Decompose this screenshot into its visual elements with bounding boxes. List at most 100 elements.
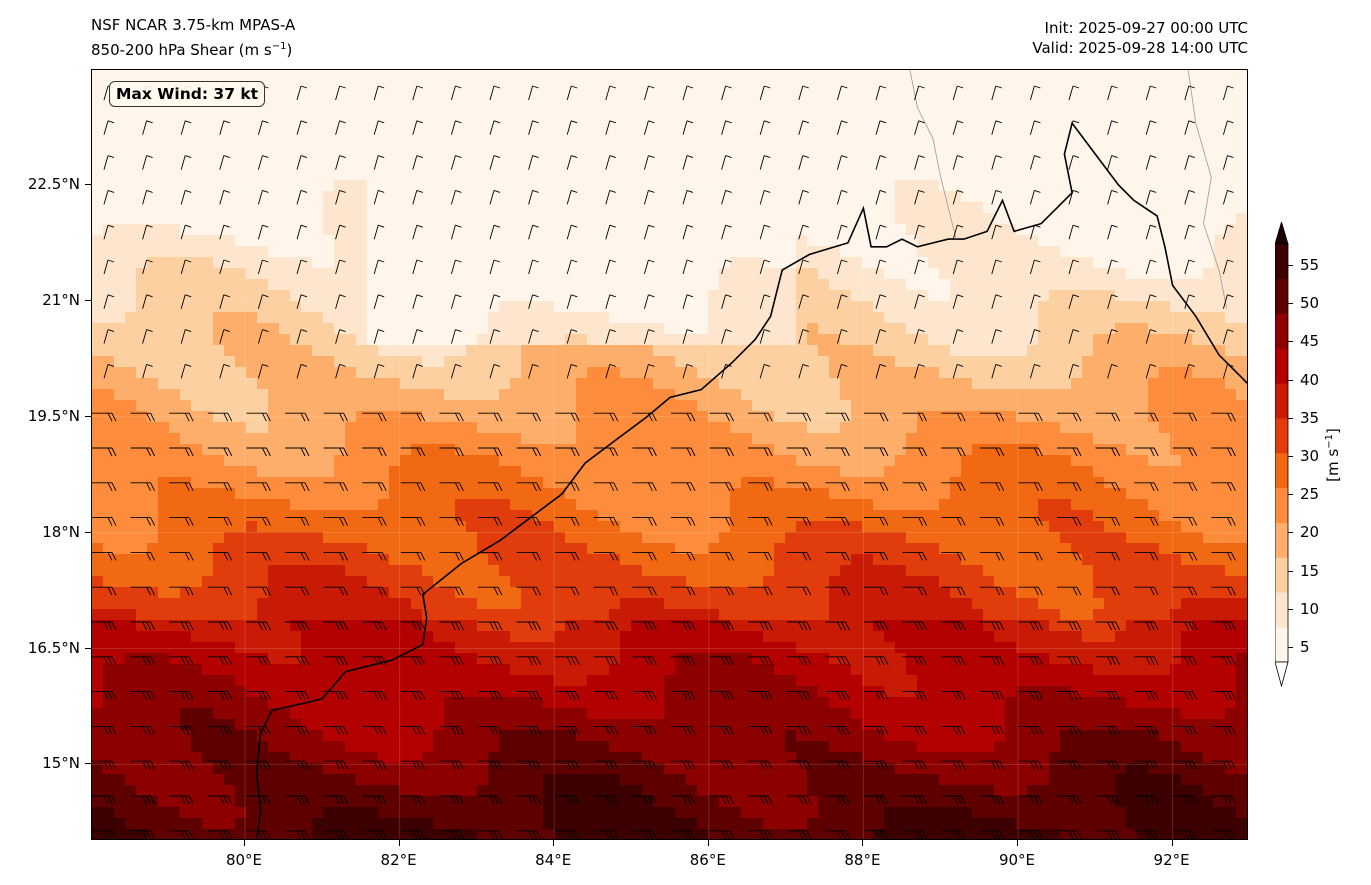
shear-cell [301,477,313,489]
shear-cell [1148,389,1160,401]
shear-cell [1060,136,1072,148]
shear-cell [334,169,346,181]
shear-cell [895,521,907,533]
shear-cell [1049,70,1061,82]
shear-cell [1192,411,1204,423]
shear-cell [1115,532,1127,544]
shear-cell [675,301,687,313]
shear-cell [268,389,280,401]
shear-cell [235,477,247,489]
shear-cell [1016,213,1028,225]
shear-cell [444,158,456,170]
shear-cell [411,532,423,544]
shear-cell [246,301,258,313]
shear-cell [1071,543,1083,555]
shear-cell [290,202,302,214]
shear-cell [103,301,115,313]
shear-cell [433,235,445,247]
shear-cell [158,378,170,390]
shear-cell [554,543,566,555]
shear-cell [1104,125,1116,137]
shear-cell [147,345,159,357]
shear-cell [939,103,951,115]
shear-cell [521,191,533,203]
shear-cell [763,543,775,555]
shear-cell [202,345,214,357]
shear-cell [312,356,324,368]
shear-cell [1049,136,1061,148]
shear-cell [686,224,698,236]
shear-cell [356,433,368,445]
shear-cell [422,136,434,148]
shear-cell [741,499,753,511]
shear-cell [301,301,313,313]
shear-cell [213,444,225,456]
shear-cell [697,422,709,434]
shear-cell [422,400,434,412]
shear-cell [532,323,544,335]
shear-cell [807,455,819,467]
shear-cell [411,125,423,137]
shear-cell [906,367,918,379]
shear-cell [785,103,797,115]
shear-cell [103,587,115,599]
shear-cell [147,114,159,126]
shear-cell [697,169,709,181]
shear-cell [422,411,434,423]
shear-cell [675,213,687,225]
shear-cell [147,576,159,588]
shear-cell [510,279,522,291]
shear-cell [1159,367,1171,379]
shear-cell [378,257,390,269]
shear-cell [862,334,874,346]
shear-cell [334,191,346,203]
shear-cell [1170,488,1182,500]
shear-cell [631,81,643,93]
shear-cell [488,191,500,203]
shear-cell [1038,103,1050,115]
shear-cell [191,246,203,258]
shear-cell [499,202,511,214]
shear-cell [631,444,643,456]
shear-cell [125,147,137,159]
shear-cell [587,70,599,82]
shear-cell [323,323,335,335]
shear-cell [1005,158,1017,170]
shear-cell [158,488,170,500]
shear-cell [554,103,566,115]
shear-cell [1225,389,1237,401]
shear-cell [1104,224,1116,236]
shear-cell [312,70,324,82]
shear-cell [224,235,236,247]
shear-cell [345,147,357,159]
shear-cell [763,235,775,247]
shear-cell [708,92,720,104]
shear-cell [708,532,720,544]
shear-cell [202,301,214,313]
shear-cell [1126,422,1138,434]
shear-cell [389,114,401,126]
shear-cell [1016,378,1028,390]
shear-cell [114,378,126,390]
shear-cell [290,257,302,269]
shear-cell [1071,147,1083,159]
shear-cell [466,323,478,335]
shear-cell [169,521,181,533]
shear-cell [928,213,940,225]
shear-cell [367,301,379,313]
shear-cell [1027,356,1039,368]
shear-cell [301,433,313,445]
shear-cell [367,455,379,467]
shear-cell [642,70,654,82]
shear-cell [1060,411,1072,423]
shear-cell [763,213,775,225]
shear-cell [510,257,522,269]
shear-cell [1115,268,1127,280]
shear-cell [521,114,533,126]
shear-cell [1016,433,1028,445]
shear-cell [1071,488,1083,500]
shear-cell [807,466,819,478]
shear-cell [1049,411,1061,423]
shear-cell [576,422,588,434]
shear-cell [532,488,544,500]
